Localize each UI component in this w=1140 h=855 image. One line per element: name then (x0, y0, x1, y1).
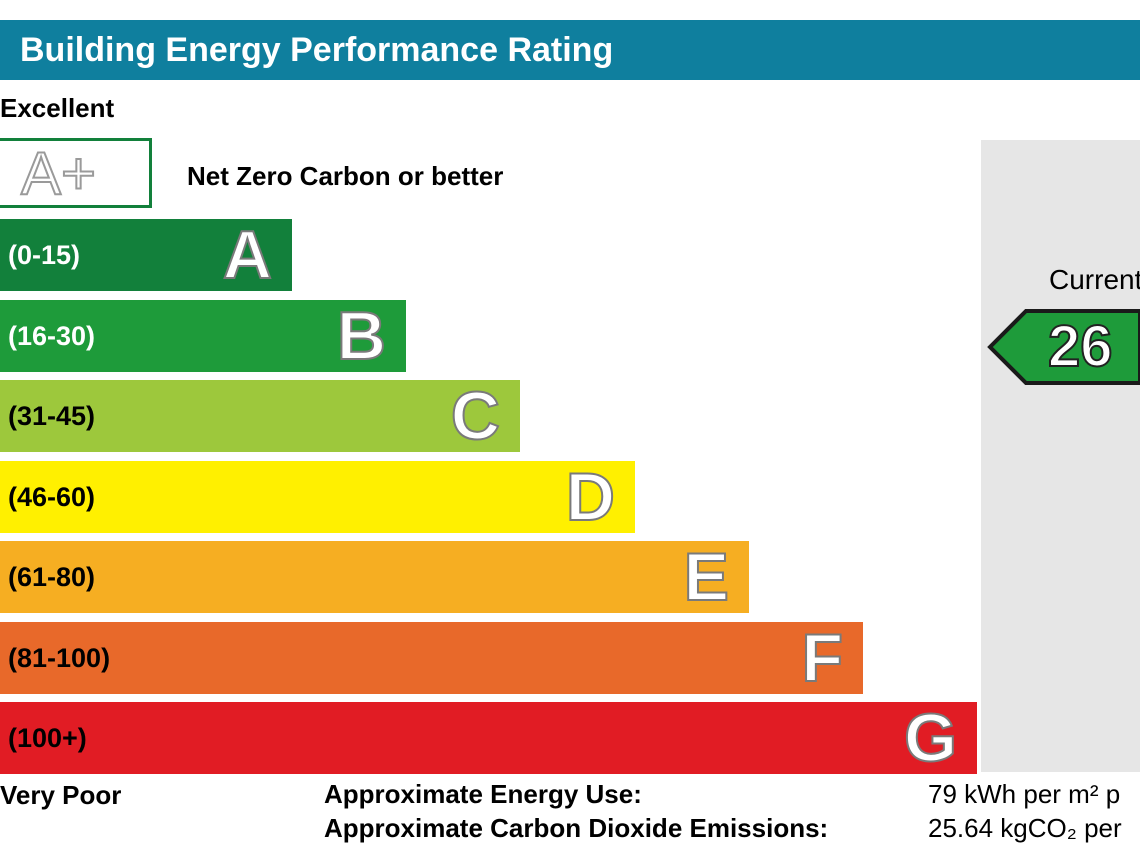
band-range-label: (100+) (8, 723, 87, 753)
excellent-label: Excellent (0, 93, 115, 123)
page-title: Building Energy Performance Rating (20, 31, 614, 69)
aplus-note: Net Zero Carbon or better (187, 161, 504, 191)
very-poor-label: Very Poor (0, 780, 122, 810)
band-letter: E (683, 539, 730, 615)
co2-label: Approximate Carbon Dioxide Emissions: (324, 813, 829, 843)
current-arrow-shape (987, 309, 1140, 385)
band-letter: G (903, 700, 958, 776)
band-letter: B (336, 297, 387, 374)
band-range-label: (0-15) (8, 240, 81, 270)
band-letter: D (565, 458, 616, 535)
band-letter: C (450, 378, 501, 454)
energy-use-value: 79 kWh per m² p (928, 779, 1121, 809)
band-d: (46-60) D (0, 458, 635, 535)
band-e: (61-80) E (0, 539, 749, 615)
band-range-label: (81-100) (8, 642, 111, 673)
band-c: (31-45) C (0, 378, 520, 454)
aplus-badge: A+ (0, 138, 152, 208)
band-a: (0-15) A (0, 217, 292, 293)
band-range-label: (46-60) (8, 481, 96, 512)
current-score: 26 (1047, 313, 1114, 380)
current-arrow (987, 309, 1140, 385)
band-range-label: (31-45) (8, 401, 96, 431)
current-panel (981, 140, 1140, 772)
band-letter: A (222, 217, 273, 293)
current-label: Current (1049, 264, 1140, 295)
aplus-letter: A+ (20, 140, 97, 208)
band-f: (81-100) F (0, 619, 863, 696)
band-range-label: (61-80) (8, 562, 96, 592)
energy-use-label: Approximate Energy Use: (324, 779, 642, 809)
band-range-label: (16-30) (8, 320, 96, 351)
co2-value: 25.64 kgCO₂ per (928, 813, 1122, 843)
title-bar: Building Energy Performance Rating (0, 20, 1140, 80)
band-b: (16-30) B (0, 297, 406, 374)
band-letter: F (800, 619, 844, 696)
band-g: (100+) G (0, 700, 977, 776)
